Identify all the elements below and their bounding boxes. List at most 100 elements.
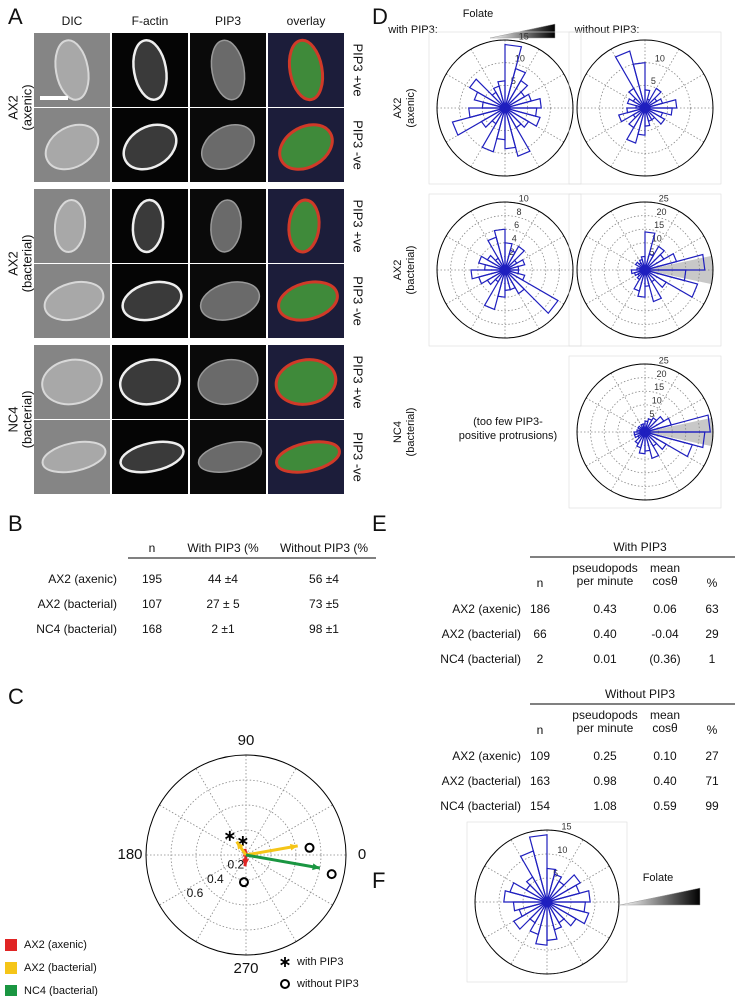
table-cell: 2 ±1 — [211, 622, 235, 636]
r-tick-label: 5 — [511, 76, 516, 86]
row-label: (axenic) — [405, 88, 417, 127]
table-cell: 0.06 — [653, 602, 677, 616]
rose-bin — [644, 269, 687, 282]
outer-ring — [436, 201, 574, 339]
table-cell: 71 — [705, 774, 719, 788]
table-header: n — [537, 723, 544, 737]
cell — [210, 199, 242, 253]
star-marker — [225, 830, 235, 841]
row-label: (bacterial) — [405, 246, 417, 295]
grid-ring — [459, 62, 551, 154]
row-name: AX2 (bacterial) — [442, 774, 521, 788]
panel-letter: B — [8, 511, 23, 536]
rose-bin — [644, 107, 673, 116]
table-header: With PIP3 (% — [187, 541, 259, 555]
table-cell: 168 — [142, 622, 162, 636]
rose-bin — [503, 890, 548, 903]
column-header: F-actin — [132, 14, 169, 28]
row-label: PIP3 -ve — [351, 276, 366, 326]
table-header: mean — [650, 708, 680, 722]
r-tick-label: 10 — [655, 54, 665, 64]
cell — [132, 39, 168, 101]
gradient-label: Folate — [463, 8, 494, 20]
table-header: pseudopods — [572, 561, 637, 575]
table-cell: 27 ± 5 — [206, 597, 240, 611]
grid-ring — [463, 228, 547, 312]
outer-ring — [436, 39, 574, 177]
table-cell: 107 — [142, 597, 162, 611]
table-cell: 0.40 — [653, 774, 677, 788]
spoke — [245, 768, 297, 856]
circle-marker — [326, 869, 337, 880]
table-cell: 0.59 — [653, 799, 677, 813]
row-label: (bacterial) — [405, 408, 417, 457]
cell — [197, 441, 263, 473]
panel-letter: D — [372, 4, 388, 29]
outer-ring — [576, 39, 714, 177]
table-cell: -0.04 — [651, 627, 679, 641]
r-tick-label: 10 — [652, 234, 662, 244]
table-cell: (0.36) — [649, 652, 680, 666]
row-label: PIP3 +ve — [351, 355, 366, 408]
row-name: NC4 (bacterial) — [440, 652, 521, 666]
folate-gradient — [489, 23, 556, 39]
outer-ring — [474, 829, 620, 975]
r-tick-label: 20 — [656, 207, 666, 217]
table-cell: 63 — [705, 602, 719, 616]
cell — [201, 123, 255, 171]
table-cell: 44 ±4 — [208, 572, 238, 586]
angle-label: 270 — [233, 960, 258, 977]
r-tick-label: 10 — [652, 396, 662, 406]
panel-letter: C — [8, 684, 24, 709]
column-header: overlay — [287, 14, 326, 28]
table-header: n — [149, 541, 156, 555]
table-header: cosθ — [652, 721, 678, 735]
cell — [41, 358, 103, 406]
plot-frame — [568, 355, 722, 509]
panel-a: A DIC F-actin PIP3 overlay PIP3 +ve PIP3 -ve AX… — [5, 4, 366, 494]
panel-c: C 0.2 0.40.6 90 180 0 270 AX2 (axenic) AX2 (bact… — [5, 684, 366, 996]
column-header: without PIP3: — [574, 24, 640, 36]
rose-bin — [504, 269, 520, 275]
group-label: (axenic) — [19, 84, 34, 130]
table-header: per minute — [577, 721, 634, 735]
group-label: NC4 — [5, 406, 20, 432]
legend-label: NC4 (bacterial) — [24, 985, 98, 996]
cell — [274, 358, 338, 406]
arrow-head — [289, 843, 298, 851]
table-header: mean — [650, 561, 680, 575]
group-label: (bacterial) — [19, 235, 34, 293]
rose-bin — [504, 107, 538, 117]
rose-bin — [614, 50, 646, 109]
spoke — [610, 372, 646, 433]
spoke — [245, 854, 333, 906]
table-cell: 0.40 — [593, 627, 617, 641]
cell — [121, 280, 183, 322]
table-cell: 0.43 — [593, 602, 617, 616]
cell — [287, 38, 325, 102]
row-name: NC4 (bacterial) — [36, 622, 117, 636]
row-name: AX2 (axenic) — [48, 572, 117, 586]
plot-frame — [466, 821, 628, 983]
legend-swatch — [5, 985, 17, 996]
table-title: With PIP3 — [613, 540, 667, 554]
r-tick-label: 20 — [656, 369, 666, 379]
r-tick-label: 15 — [562, 821, 572, 831]
table-header: per minute — [577, 574, 634, 588]
r-tick-label: 6 — [514, 220, 519, 230]
cell — [53, 199, 87, 253]
outer-ring — [145, 754, 347, 956]
rose-bin — [644, 431, 706, 449]
r-tick-label: 25 — [659, 355, 669, 365]
table-cell: 195 — [142, 572, 162, 586]
r-tick-label: 4 — [512, 234, 517, 244]
rose-bin — [535, 901, 548, 946]
circle-marker — [280, 979, 290, 989]
table-header: % — [707, 723, 718, 737]
panel-letter: F — [372, 868, 385, 893]
table-header: pseudopods — [572, 708, 637, 722]
cell — [210, 39, 246, 101]
